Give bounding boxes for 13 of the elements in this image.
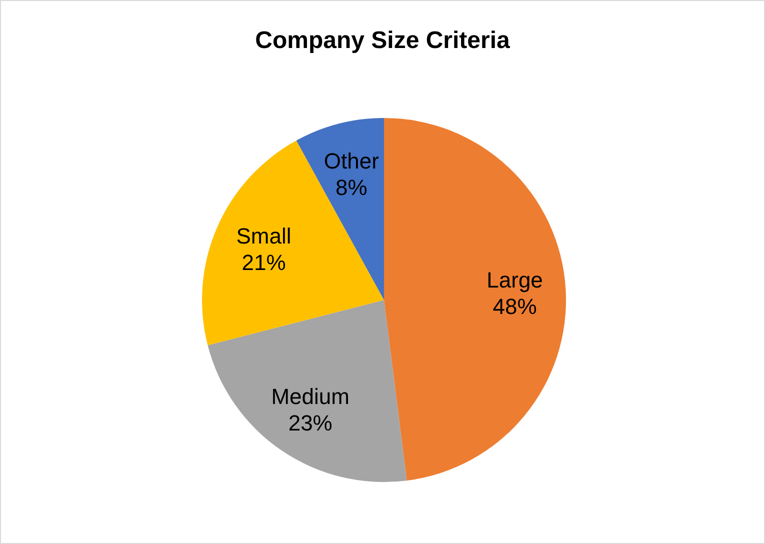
data-label: 48% <box>492 294 537 319</box>
pie-slice <box>202 140 384 346</box>
chart-title: Company Size Criteria <box>255 27 511 54</box>
pie-slice <box>296 118 384 300</box>
data-label: 21% <box>242 250 286 275</box>
data-label: 23% <box>288 410 332 436</box>
slice-label: Medium <box>271 384 350 409</box>
slice-label: Large <box>486 267 543 292</box>
slice-label: Small <box>236 224 292 249</box>
slice-label: Other <box>324 148 379 174</box>
pie-slice <box>384 118 566 481</box>
data-label: 8% <box>336 175 368 200</box>
pie-slice <box>208 300 407 482</box>
